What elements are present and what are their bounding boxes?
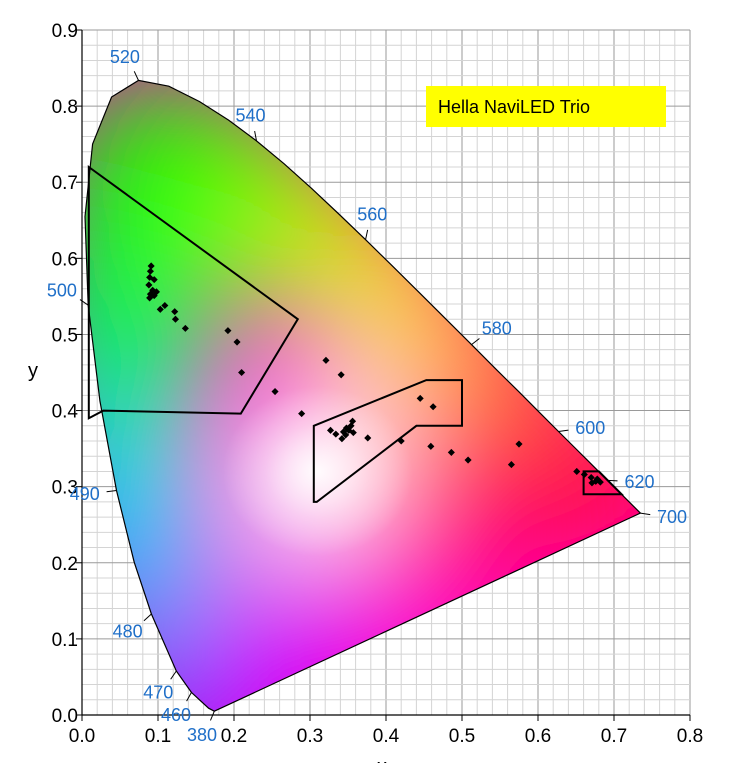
region-red-outline bbox=[582, 470, 625, 496]
wavelength-label: 380 bbox=[187, 725, 217, 745]
data-point bbox=[427, 442, 435, 450]
y-tick-label: 0.7 bbox=[52, 173, 78, 194]
data-point bbox=[326, 426, 335, 434]
wavelength-tick bbox=[79, 299, 89, 306]
wavelength-tick bbox=[607, 479, 618, 482]
data-point bbox=[349, 417, 357, 425]
wavelength-label: 700 bbox=[657, 507, 687, 527]
x-tick-label: 0.5 bbox=[449, 726, 475, 747]
data-point bbox=[515, 440, 523, 448]
y-tick-label: 0.1 bbox=[52, 630, 78, 651]
data-point bbox=[580, 470, 588, 479]
y-tick-label: 0.8 bbox=[52, 97, 78, 118]
region-white-outline bbox=[312, 379, 463, 503]
spectral-locus-outline bbox=[84, 79, 642, 712]
wavelength-label: 470 bbox=[143, 682, 173, 702]
region-green-outline bbox=[87, 165, 300, 420]
data-point bbox=[588, 479, 596, 487]
wavelength-tick bbox=[254, 130, 257, 141]
wavelength-label: 490 bbox=[70, 484, 100, 504]
wavelength-tick bbox=[365, 229, 369, 240]
data-point bbox=[338, 435, 346, 443]
wavelength-tick bbox=[640, 512, 651, 516]
data-point bbox=[337, 371, 345, 379]
wavelength-label: 560 bbox=[357, 204, 387, 224]
data-point bbox=[364, 434, 372, 442]
data-point bbox=[238, 368, 246, 377]
x-axis-title: x bbox=[377, 756, 387, 763]
data-point bbox=[464, 456, 472, 464]
data-point bbox=[397, 437, 405, 445]
data-point bbox=[573, 467, 581, 475]
white-point-glow bbox=[222, 386, 413, 557]
y-tick-label: 0.3 bbox=[52, 478, 78, 499]
data-point bbox=[507, 461, 515, 469]
data-point bbox=[224, 327, 232, 335]
wavelength-tick bbox=[471, 338, 480, 346]
data-point bbox=[429, 403, 437, 411]
wavelength-label: 600 bbox=[575, 418, 605, 438]
data-point bbox=[146, 294, 154, 302]
legend-background bbox=[426, 86, 666, 127]
legend-box: Hella NaviLED Trio bbox=[426, 86, 666, 127]
data-point bbox=[416, 394, 424, 402]
x-tick-label: 0.7 bbox=[601, 726, 627, 747]
x-tick-label: 0.0 bbox=[69, 726, 95, 747]
wavelength-label: 460 bbox=[161, 705, 191, 725]
wavelength-label: 480 bbox=[113, 621, 143, 641]
data-point bbox=[156, 305, 164, 313]
wavelength-tick bbox=[170, 670, 177, 680]
x-tick-label: 0.4 bbox=[373, 726, 400, 747]
data-point bbox=[150, 276, 158, 284]
y-axis-title: y bbox=[28, 360, 38, 382]
wavelength-label: 500 bbox=[47, 280, 77, 300]
data-point bbox=[233, 338, 241, 346]
axes: 0.0 0.1 0.2 0.3 0.4 0.5 0.6 0.7 0.8 0.0 0.1 0.2 0.3 0… bbox=[52, 21, 704, 747]
wavelength-tick bbox=[558, 429, 569, 432]
wavelength-tick bbox=[106, 489, 117, 493]
data-point bbox=[171, 308, 179, 316]
data-point bbox=[146, 267, 154, 275]
data-point bbox=[145, 281, 153, 289]
wavelength-label: 520 bbox=[110, 47, 140, 67]
x-tick-label: 0.6 bbox=[525, 726, 551, 747]
wavelength-label: 580 bbox=[482, 319, 512, 339]
data-point bbox=[298, 410, 306, 418]
chart-title: Hella NaviLED Trio bbox=[438, 97, 590, 117]
data-point bbox=[593, 475, 601, 483]
data-point bbox=[332, 430, 340, 438]
data-point bbox=[349, 429, 357, 437]
data-point bbox=[447, 448, 455, 456]
y-tick-label: 0.9 bbox=[52, 21, 78, 42]
data-point bbox=[181, 324, 189, 332]
x-tick-label: 0.2 bbox=[221, 726, 247, 747]
wavelength-label: 620 bbox=[624, 472, 654, 492]
wavelength-tick bbox=[186, 692, 192, 702]
wavelength-tick bbox=[210, 711, 215, 721]
data-points bbox=[145, 262, 604, 487]
x-tick-label: 0.1 bbox=[145, 726, 171, 747]
data-point bbox=[171, 315, 180, 323]
regions bbox=[87, 165, 625, 503]
y-tick-label: 0.6 bbox=[52, 249, 78, 270]
data-point bbox=[587, 473, 595, 482]
data-point bbox=[271, 387, 279, 396]
wavelength-label: 540 bbox=[236, 105, 266, 125]
x-tick-label: 0.8 bbox=[677, 726, 703, 747]
x-tick-label: 0.3 bbox=[297, 726, 323, 747]
y-tick-label: 0.5 bbox=[52, 325, 78, 346]
wavelength-tick bbox=[143, 613, 152, 622]
data-point bbox=[161, 301, 169, 310]
y-tick-label: 0.2 bbox=[52, 554, 78, 575]
data-point bbox=[322, 356, 330, 364]
y-tick-label: 0.4 bbox=[52, 402, 79, 423]
y-tick-label: 0.0 bbox=[52, 706, 78, 727]
data-point bbox=[147, 262, 155, 270]
wavelength-tick bbox=[133, 71, 139, 81]
data-point bbox=[152, 288, 161, 296]
data-point bbox=[339, 428, 347, 436]
